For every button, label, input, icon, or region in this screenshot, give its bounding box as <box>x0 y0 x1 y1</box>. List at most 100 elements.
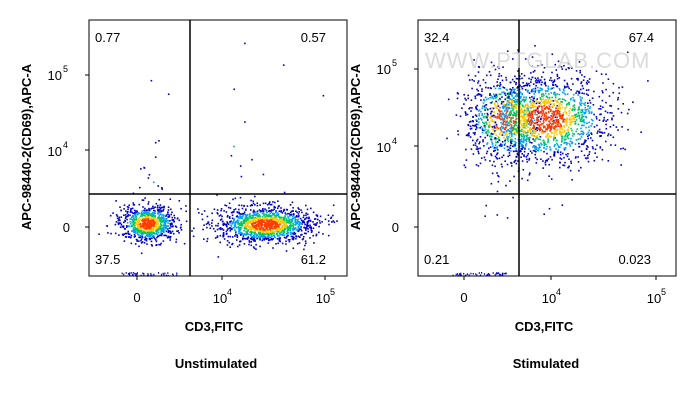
event-dot <box>127 206 130 209</box>
event-dot <box>249 233 252 236</box>
event-dot <box>492 120 495 123</box>
event-dot <box>288 240 291 243</box>
event-dot <box>484 126 486 129</box>
event-dot <box>555 110 557 112</box>
event-dot <box>568 114 570 117</box>
event-dot <box>530 118 533 120</box>
event-dot <box>259 232 262 234</box>
event-dot <box>230 211 233 214</box>
event-dot <box>313 242 315 244</box>
event-dot <box>563 164 566 167</box>
event-dot <box>201 218 204 221</box>
event-dot <box>557 151 559 154</box>
event-dot <box>231 236 234 238</box>
event-dot <box>587 105 590 107</box>
event-dot <box>531 122 533 124</box>
event-dot <box>266 236 269 238</box>
event-dot <box>249 237 252 240</box>
event-dot <box>499 112 501 115</box>
event-dot <box>271 235 273 238</box>
event-dot <box>318 225 320 228</box>
event-dot <box>219 214 222 216</box>
event-dot <box>573 106 576 109</box>
event-dot <box>147 234 149 236</box>
event-dot <box>527 129 530 132</box>
event-dot <box>499 133 501 136</box>
event-dot <box>570 137 572 140</box>
event-dot <box>581 108 584 111</box>
event-dot <box>124 220 126 223</box>
event-dot <box>593 159 596 162</box>
event-dot <box>504 98 506 101</box>
event-dot <box>234 225 237 227</box>
event-dot <box>526 130 529 132</box>
event-dot <box>148 211 150 214</box>
event-dot <box>586 122 588 124</box>
event-dot <box>288 212 290 215</box>
event-dot <box>525 122 527 124</box>
event-dot <box>601 158 604 161</box>
event-dot <box>206 237 209 240</box>
event-dot <box>497 78 499 81</box>
event-dot <box>123 204 126 206</box>
event-dot <box>507 148 510 151</box>
event-dot <box>132 212 134 215</box>
event-dot <box>542 132 544 134</box>
event-dot <box>263 214 265 216</box>
event-dot <box>114 232 117 235</box>
event-dot <box>595 116 598 118</box>
event-dot <box>148 210 151 212</box>
event-dot <box>533 126 535 129</box>
event-dot <box>532 129 534 132</box>
event-dot <box>548 101 551 104</box>
event-dot <box>260 224 263 227</box>
event-dot <box>565 104 568 106</box>
event-dot <box>215 224 217 227</box>
event-dot <box>132 219 135 221</box>
event-dot <box>575 139 578 141</box>
event-dot <box>547 90 549 92</box>
event-dot <box>226 222 229 224</box>
event-dot <box>497 180 500 183</box>
event-dot <box>248 214 251 216</box>
event-dot <box>137 212 139 214</box>
event-dot <box>596 124 598 127</box>
event-dot <box>559 153 562 156</box>
event-dot <box>456 92 459 94</box>
event-dot <box>144 232 147 234</box>
event-dot <box>150 229 152 231</box>
event-dot <box>595 70 598 72</box>
event-dot <box>537 77 539 79</box>
event-dot <box>226 225 228 228</box>
event-dot <box>144 230 146 233</box>
event-dot <box>520 95 522 98</box>
event-dot <box>600 135 602 137</box>
event-dot <box>482 79 485 81</box>
event-dot <box>599 113 601 116</box>
event-dot <box>261 219 264 221</box>
event-dot <box>248 225 250 228</box>
event-dot <box>287 232 289 235</box>
event-dot <box>150 217 153 220</box>
event-dot <box>158 214 161 217</box>
event-dot <box>500 103 503 105</box>
event-dot <box>152 227 155 230</box>
event-dot <box>480 117 482 120</box>
event-dot <box>480 125 483 128</box>
event-dot <box>490 125 492 128</box>
event-dot <box>127 208 129 211</box>
event-dot <box>321 221 323 223</box>
event-dot <box>568 165 570 168</box>
event-dot <box>150 233 152 235</box>
event-dot <box>532 121 534 123</box>
event-dot <box>543 143 546 145</box>
event-dot <box>506 93 509 95</box>
event-dot <box>481 114 483 117</box>
event-dot <box>500 163 503 166</box>
event-dot <box>292 237 294 239</box>
event-dot <box>508 112 511 114</box>
event-dot <box>457 133 460 136</box>
event-dot <box>261 215 264 218</box>
event-dot <box>528 140 530 142</box>
event-dot <box>559 98 561 100</box>
